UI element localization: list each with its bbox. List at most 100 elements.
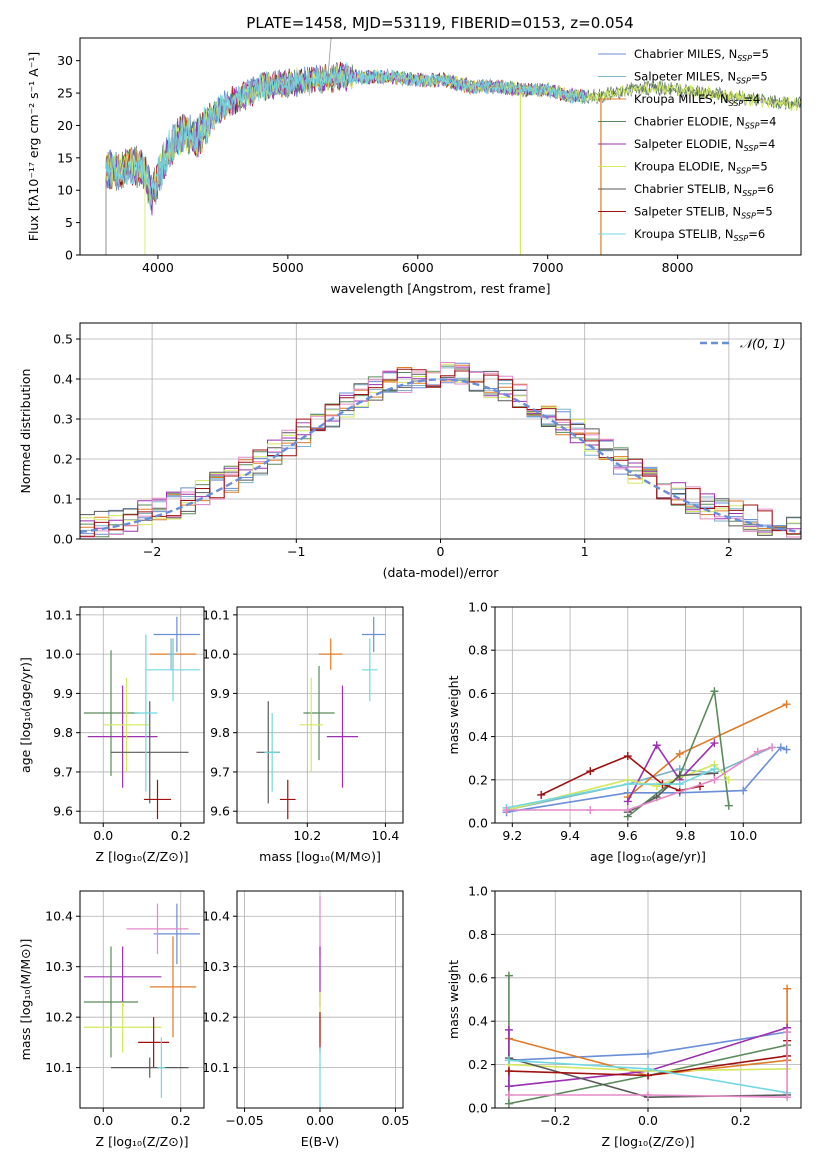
- series-marker-chabrier_elodie: [724, 801, 733, 810]
- legend-label-suffix: =6: [748, 227, 765, 241]
- series-marker-kroupa_miles: [782, 700, 791, 709]
- series-line-kroupa_stelib: [506, 768, 715, 809]
- series-marker-salpeter_stelib: [537, 790, 546, 799]
- x-axis-label: Z [log₁₀(Z/Z⊙)]: [96, 1134, 189, 1149]
- figure-title: PLATE=1458, MJD=53119, FIBERID=0153, z=0…: [246, 14, 633, 32]
- panel-mass_vs_ebv: −0.05 0.00 0.05 10.1 10.2 10.3 10.4 E(B-V): [202, 890, 410, 1149]
- plot-area-spectrum: [105, 38, 801, 255]
- plot-area-mass_weight_vs_Z: [504, 971, 792, 1108]
- legend-label-suffix: =4: [743, 92, 760, 106]
- y-tick-label: 0.6: [468, 970, 488, 985]
- y-tick-label: 10.1: [45, 607, 73, 622]
- y-tick-label: 20: [57, 118, 73, 133]
- x-tick-label: 1: [581, 544, 589, 559]
- legend-label-chabrier_stelib: Chabrier STELIB, NSSP=6: [634, 182, 774, 198]
- legend-label-salpeter_stelib: Salpeter STELIB, NSSP=5: [634, 205, 773, 221]
- x-tick-label: −1: [287, 544, 305, 559]
- legend-label-chabrier_miles: Chabrier MILES, NSSP=5: [634, 47, 769, 63]
- y-tick-label: 0.2: [53, 452, 73, 467]
- legend-label-sub: SSP: [744, 144, 759, 153]
- series-marker-kroupa_miles: [783, 984, 792, 993]
- legend-label-text: Salpeter MILES, N: [634, 70, 736, 84]
- series-marker-pink: [504, 1090, 513, 1099]
- axes-frame: [79, 37, 802, 256]
- x-tick-label: 7000: [532, 260, 564, 275]
- y-tick-label: 15: [57, 150, 73, 165]
- y-tick-label: 10.4: [202, 909, 230, 924]
- series-marker-salpeter_elodie: [652, 741, 661, 750]
- series-marker-kroupa_stelib: [710, 765, 719, 773]
- x-axis-label: mass [log₁₀(M/M⊙)]: [259, 849, 381, 864]
- axes-frame: [79, 890, 205, 1109]
- panel-residuals: 𝒩(0, 1) −2 −1 0 1 2 0.0 0.1 0.2 0.3 0.4 0.5 (data-mo…: [18, 322, 802, 580]
- legend-label-sub: SSP: [741, 212, 756, 221]
- y-tick-label: 10.3: [202, 959, 230, 974]
- x-axis-label: (data-model)/error: [383, 565, 500, 580]
- x-tick-label: 0.2: [171, 1113, 191, 1128]
- legend-label-sub: SSP: [745, 122, 760, 131]
- series-marker-pink: [753, 747, 762, 756]
- plot-area-mass_vs_Z: [83, 903, 201, 1098]
- x-tick-label: 0.00: [306, 1113, 334, 1128]
- y-tick-label: 0.4: [468, 729, 488, 744]
- x-tick-label: −0.05: [225, 1113, 263, 1128]
- x-tick-label: 9.6: [618, 828, 638, 843]
- legend-label-gaussian: 𝒩(0, 1): [740, 336, 786, 351]
- y-tick-label: 0.4: [53, 372, 73, 387]
- y-tick-label: 9.8: [53, 725, 73, 740]
- y-tick-label: 1.0: [468, 600, 488, 615]
- x-tick-label: 8000: [662, 260, 694, 275]
- y-tick-label: 10: [57, 183, 73, 198]
- legend-label-chabrier_elodie: Chabrier ELODIE, NSSP=4: [634, 115, 776, 131]
- x-tick-label: 0: [437, 544, 445, 559]
- series-marker-salpeter_elodie: [504, 1025, 513, 1034]
- y-tick-label: 10.0: [45, 647, 73, 662]
- legend-label-text: Salpeter ELODIE, N: [634, 137, 744, 151]
- legend-label-suffix: =4: [760, 115, 777, 129]
- x-tick-label: 0.05: [382, 1113, 410, 1128]
- x-tick-label: 5000: [272, 260, 304, 275]
- x-tick-label: 10.0: [729, 828, 757, 843]
- legend-label-text: Kroupa STELIB, N: [634, 227, 734, 241]
- legend-label-text: Chabrier STELIB, N: [634, 182, 742, 196]
- y-tick-label: 10.1: [45, 1060, 73, 1075]
- series-line-salpeter_elodie: [627, 742, 715, 802]
- legend-label-sub: SSP: [734, 234, 749, 243]
- axes-frame: [236, 606, 404, 824]
- y-tick-label: 0.8: [468, 643, 488, 658]
- axes-frame: [79, 606, 205, 824]
- y-tick-label: 0.2: [468, 772, 488, 787]
- series-marker-salpeter_stelib: [504, 1067, 513, 1076]
- spectrum-line-kroupa_stelib: [105, 62, 587, 206]
- panel-age_vs_mass: 10.2 10.4 9.6 9.7 9.8 9.9 10.0 10.1 mass [log₁₀(…: [202, 606, 404, 864]
- legend: Chabrier MILES, NSSP=5 Salpeter MILES, N S…: [598, 47, 776, 243]
- legend-label-suffix: =5: [756, 205, 773, 219]
- series-marker-kroupa_miles: [675, 749, 684, 758]
- plot-area-age_vs_Z: [83, 616, 201, 820]
- series-marker-salpeter_stelib: [623, 752, 632, 761]
- legend-label-kroupa_elodie: Kroupa ELODIE, NSSP=5: [634, 160, 768, 176]
- y-tick-label: 9.6: [210, 804, 230, 819]
- x-tick-label: 2: [725, 544, 733, 559]
- x-tick-label: 0.0: [93, 1113, 113, 1128]
- legend-label-salpeter_elodie: Salpeter ELODIE, NSSP=4: [634, 137, 775, 153]
- y-tick-label: 10.3: [45, 959, 73, 974]
- legend-label-text: Chabrier ELODIE, N: [634, 115, 745, 129]
- series-marker-kroupa_stelib: [675, 780, 684, 789]
- x-axis-label: wavelength [Angstrom, rest frame]: [330, 281, 550, 296]
- series-marker-kroupa_stelib: [644, 1064, 652, 1073]
- series-marker-pink: [768, 743, 777, 752]
- series-marker-chabrier_miles: [782, 745, 791, 754]
- plot-area-mass_weight_vs_age: [502, 687, 791, 821]
- y-tick-label: 0.0: [53, 532, 73, 547]
- legend-label-suffix: =5: [751, 70, 768, 84]
- y-axis-label: mass weight: [446, 675, 461, 754]
- y-tick-label: 9.7: [53, 764, 73, 779]
- series-marker-chabrier_miles: [739, 786, 748, 795]
- legend-label-text: Salpeter STELIB, N: [634, 205, 741, 219]
- series-marker-kroupa_stelib: [504, 1056, 513, 1065]
- panel-age_vs_Z: 0.0 0.2 9.6 9.7 9.8 9.9 10.0 10.1 Z [log₁₀(Z/Z⊙)…: [18, 606, 205, 864]
- legend-label-suffix: =5: [752, 47, 769, 61]
- y-tick-label: 0.8: [468, 927, 488, 942]
